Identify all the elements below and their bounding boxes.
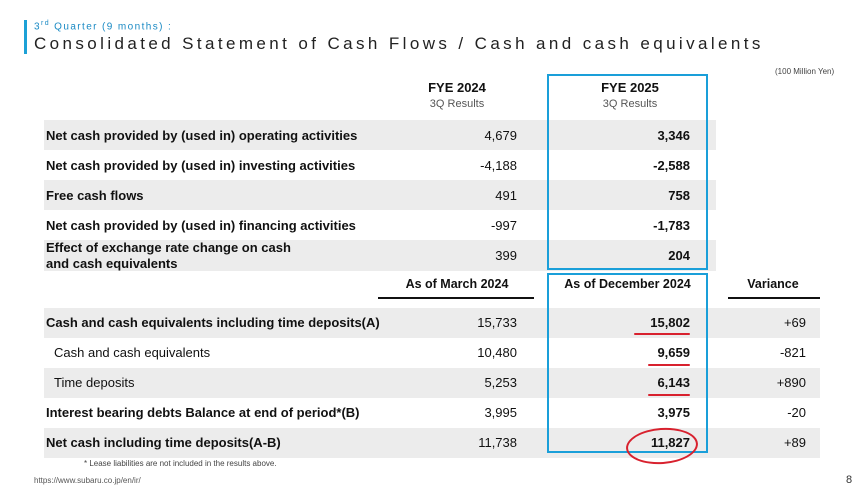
red-underline-annotation — [648, 394, 690, 396]
flow-row-fye2025: 204 — [668, 248, 690, 263]
balance-row-label: Net cash including time deposits(A-B) — [46, 435, 281, 450]
flow-row-label: Net cash provided by (used in) financing… — [46, 218, 356, 233]
flow-row-fye2024: 4,679 — [484, 128, 517, 143]
row-shade — [44, 120, 716, 150]
balance-row-variance: +890 — [776, 375, 806, 390]
december2024-highlight-frame — [547, 273, 708, 453]
balance-row-march2024: 11,738 — [478, 435, 517, 450]
balance-row-december2024: 9,659 — [657, 345, 690, 360]
variance-header: Variance — [747, 277, 799, 291]
balance-row-march2024: 15,733 — [477, 315, 517, 330]
page-title: Consolidated Statement of Cash Flows / C… — [34, 34, 764, 53]
header-rule — [378, 297, 534, 299]
balance-row-label: Cash and cash equivalents — [54, 345, 211, 360]
balance-row-variance: -20 — [787, 405, 806, 420]
march2024-header: As of March 2024 — [405, 277, 509, 291]
page-number: 8 — [846, 474, 853, 486]
title-accent-bar — [24, 20, 27, 54]
flow-row-label: Net cash provided by (used in) investing… — [46, 158, 356, 173]
balance-row-march2024: 5,253 — [484, 375, 517, 390]
flow-row-fye2025: 3,346 — [657, 128, 690, 143]
balance-row-variance: +69 — [783, 315, 806, 330]
flow-row-fye2024: 491 — [495, 188, 517, 203]
row-shade — [44, 180, 716, 210]
unit-note: (100 Million Yen) — [775, 67, 835, 76]
row-shade — [44, 240, 716, 271]
december2024-header: As of December 2024 — [564, 277, 691, 291]
flow-row-fye2024: -4,188 — [480, 158, 517, 173]
balance-row-march2024: 3,995 — [484, 405, 517, 420]
flow-row-label: Net cash provided by (used in) operating… — [46, 128, 358, 143]
flow-row-fye2024: -997 — [490, 218, 517, 233]
flow-row-label: Effect of exchange rate change on cash a… — [46, 240, 291, 271]
header-rule — [728, 297, 820, 299]
balance-row-december2024: 3,975 — [657, 405, 690, 420]
flow-row-fye2025: -2,588 — [653, 158, 690, 173]
fye2025-header: FYE 2025 3Q Results — [601, 80, 659, 110]
fye2025-highlight-frame — [547, 74, 708, 270]
balance-row-label: Time deposits — [54, 375, 135, 390]
red-underline-annotation — [634, 333, 690, 335]
footnote: * Lease liabilities are not included in … — [84, 459, 277, 468]
flow-row-fye2024: 399 — [495, 248, 517, 263]
balance-row-december2024: 6,143 — [657, 375, 690, 390]
flow-row-fye2025: 758 — [668, 188, 690, 203]
balance-row-december2024: 11,827 — [650, 435, 690, 450]
fye2024-header: FYE 2024 3Q Results — [428, 80, 486, 110]
quarter-label: 3rd Quarter (9 months) : — [34, 20, 173, 33]
balance-row-variance: -821 — [779, 345, 806, 360]
balance-row-label: Interest bearing debts Balance at end of… — [46, 405, 360, 420]
footer-url[interactable]: https://www.subaru.co.jp/en/ir/ — [34, 476, 141, 485]
balance-row-label: Cash and cash equivalents including time… — [46, 315, 380, 330]
row-shade — [44, 308, 820, 338]
row-shade — [44, 428, 820, 458]
red-underline-annotation — [648, 364, 690, 366]
balance-row-december2024: 15,802 — [650, 315, 690, 330]
row-shade — [44, 368, 820, 398]
balance-row-variance: +89 — [783, 435, 806, 450]
balance-row-march2024: 10,480 — [477, 345, 517, 360]
flow-row-label: Free cash flows — [46, 188, 144, 203]
flow-row-fye2025: -1,783 — [653, 218, 690, 233]
